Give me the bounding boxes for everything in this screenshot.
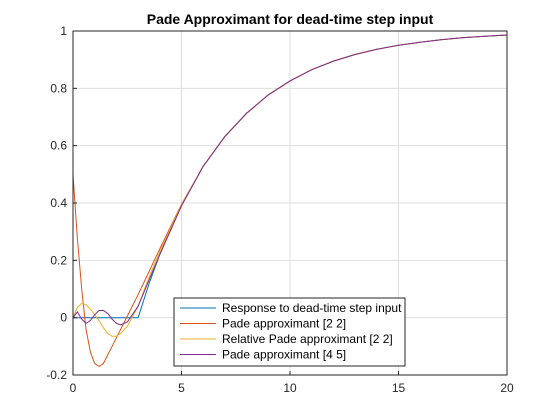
series-group	[72, 34, 508, 368]
y-tick-label: 0	[60, 311, 67, 325]
pade-4-5-line	[72, 34, 508, 326]
x-axis-ticks: 0 5 10 15 20	[70, 371, 514, 395]
legend-entry-label: Relative Pade approximant [2 2]	[222, 332, 393, 346]
y-tick-label: 1	[60, 24, 67, 38]
y-tick-label: 0.2	[50, 253, 67, 267]
x-tick-label: 0	[70, 381, 77, 395]
legend-entry-label: Pade approximant [2 2]	[222, 317, 346, 331]
x-tick-label: 10	[283, 381, 297, 395]
x-tick-label: 20	[500, 381, 514, 395]
chart-title: Pade Approximant for dead-time step inpu…	[147, 11, 434, 27]
legend: Response to dead-time step input Pade app…	[173, 297, 406, 367]
legend-entry-label: Response to dead-time step input	[222, 301, 402, 315]
legend-entry-label: Pade approximant [4 5]	[222, 348, 346, 362]
x-tick-label: 15	[392, 381, 406, 395]
y-axis-ticks: -0.2 0 0.2 0.4 0.6 0.8 1	[46, 24, 77, 382]
x-tick-label: 5	[178, 381, 185, 395]
y-tick-label: -0.2	[46, 368, 67, 382]
y-tick-label: 0.8	[50, 81, 67, 95]
y-tick-label: 0.4	[50, 196, 67, 210]
y-tick-label: 0.6	[50, 139, 67, 153]
